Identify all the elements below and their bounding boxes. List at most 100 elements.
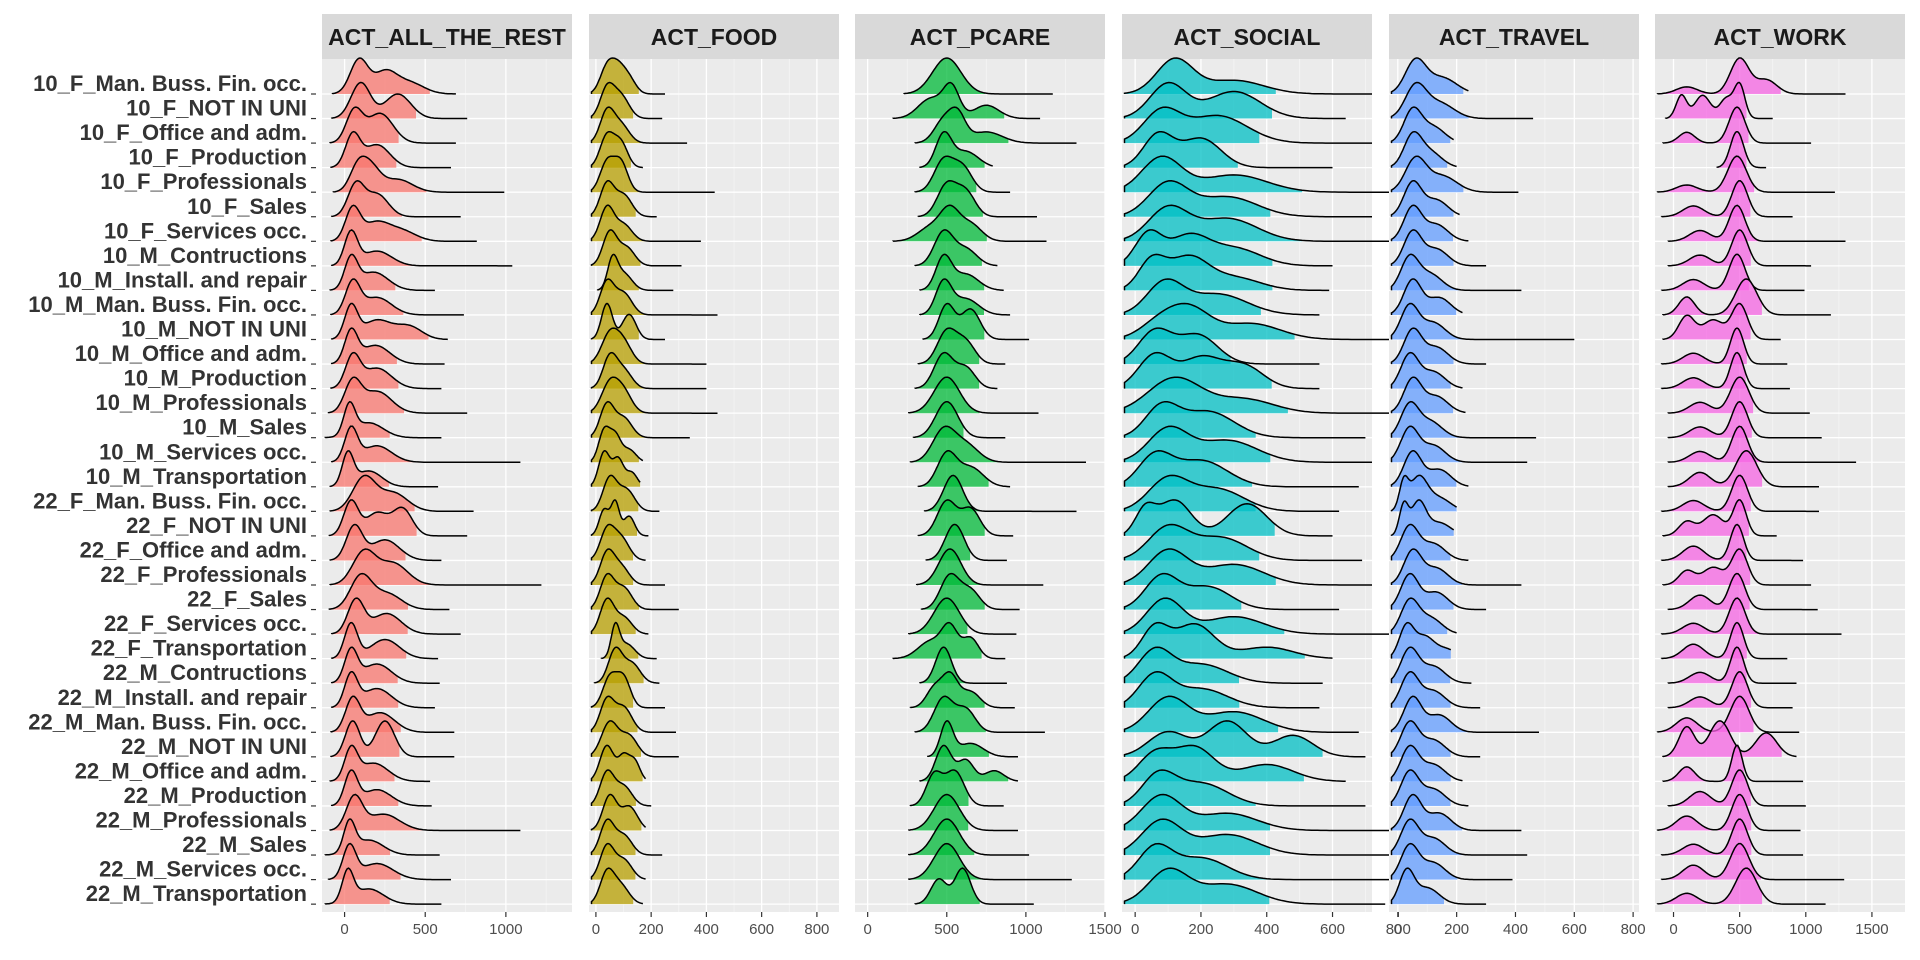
ridge-line (1123, 523, 1363, 562)
ridge-fill (331, 328, 397, 365)
panel-act-all-the-rest: ACT_ALL_THE_REST 0 500 1000 (322, 14, 572, 938)
panel-act-social: ACT_SOCIAL 0 200 400 600 800 (1122, 14, 1471, 938)
ridge-line (914, 106, 1077, 144)
ridge-fill (591, 205, 652, 242)
ridge-line (590, 229, 682, 267)
ridge-line (330, 671, 435, 709)
ridge-fill (1665, 82, 1747, 119)
ridge-fill (918, 499, 985, 536)
ridge-fill (1391, 131, 1448, 168)
ridge-line (1662, 499, 1777, 537)
ridge-fill (1668, 377, 1754, 414)
ridge-line (1390, 253, 1522, 292)
ridge-line (593, 646, 660, 684)
ridge-fill (1657, 696, 1754, 733)
row-label: 22_M_Transportation (86, 881, 307, 906)
ridge-line (1390, 180, 1460, 217)
ridge-line (330, 327, 445, 365)
ridge-line (330, 180, 461, 218)
ridge-line (1716, 130, 1767, 169)
ridge-fill (1124, 180, 1271, 217)
ridge-line (908, 842, 1072, 881)
ridge-line (1123, 720, 1366, 758)
ridge-line (1123, 376, 1425, 414)
ridge-line (1667, 572, 1818, 611)
ridge-line (590, 351, 707, 390)
ridge-line (1123, 793, 1392, 832)
ridge-line (1123, 278, 1320, 316)
ridge-line (908, 818, 1030, 856)
row-label: 22_M_Professionals (95, 808, 307, 833)
ridge-line (328, 499, 468, 537)
ridge-fill (1124, 475, 1256, 512)
ridge-line (1123, 400, 1366, 439)
ridge-fill (1657, 58, 1781, 94)
ridge-fill (910, 671, 985, 708)
ridge-line (908, 597, 1017, 635)
ridge-line (329, 253, 435, 292)
ridge-fill (601, 622, 639, 659)
ridge-fill (1668, 229, 1751, 266)
x-tick-label: 0 (863, 921, 871, 938)
ridge-fill (1662, 549, 1751, 585)
panel-strip-label: ACT_ALL_THE_REST (328, 24, 566, 50)
row-label: 10_M_Sales (182, 415, 307, 440)
ridge-fill (1662, 745, 1744, 782)
x-tick-label: 1000 (1009, 921, 1042, 938)
ridge-fill (1661, 843, 1761, 880)
ridge-fill (591, 745, 643, 782)
x-tick-label: 800 (1621, 921, 1646, 938)
ridge-line (1667, 400, 1822, 439)
ridge-fill (1391, 107, 1451, 144)
row-label: 10_F_NOT IN UNI (126, 96, 307, 121)
ridge-fill (331, 647, 398, 684)
ridge-fill (1391, 868, 1444, 905)
ridge-line (1667, 204, 1846, 243)
ridge-line (1390, 818, 1528, 856)
ridge-line (1390, 572, 1487, 611)
row-label: 10_M_NOT IN UNI (121, 317, 307, 342)
ridge-line (331, 57, 456, 95)
ridge-line (1123, 744, 1346, 782)
ridge-fill (325, 819, 391, 856)
ridge-line (912, 400, 1006, 439)
ridge-line (1660, 351, 1790, 390)
ridge-line (1390, 474, 1457, 512)
ridge-line (1123, 106, 1372, 144)
panel-strip-label: ACT_WORK (1714, 24, 1847, 50)
ridge-fill (893, 82, 1005, 119)
ridge-fill (919, 254, 985, 291)
ridge-line (1123, 253, 1330, 292)
ridge-line (919, 646, 1007, 684)
ridge-line (330, 695, 455, 734)
ridge-line (1390, 425, 1528, 463)
ridge-line (1390, 597, 1457, 635)
ridge-fill (1124, 279, 1261, 315)
ridge-line (1123, 548, 1372, 586)
ridge-line (915, 548, 1044, 586)
ridge-line (590, 818, 663, 856)
ridge-fill (331, 180, 402, 217)
ridge-line (590, 499, 649, 537)
ridge-line (1664, 81, 1773, 120)
ridge-line (1660, 621, 1788, 660)
ridge-line (1660, 597, 1842, 635)
ridge-line (1667, 376, 1810, 414)
ridge-line (1660, 842, 1845, 881)
ridge-fill (904, 58, 985, 94)
ridge-line (1123, 180, 1372, 218)
ridge-fill (921, 573, 985, 610)
ridge-line (327, 842, 451, 881)
panel-strip (589, 14, 839, 59)
ridge-line (1123, 425, 1372, 463)
row-label: 10_M_Professionals (95, 390, 307, 415)
panel-strip (1122, 14, 1372, 59)
ridge-line (330, 621, 439, 660)
row-label: 10_M_Man. Buss. Fin. occ. (28, 292, 307, 317)
ridge-line (330, 351, 442, 390)
ridge-line (330, 597, 461, 635)
ridge-fill (915, 868, 980, 905)
ridge-line (590, 597, 649, 635)
ridge-fill (893, 622, 982, 659)
ridge-fill (591, 475, 639, 512)
